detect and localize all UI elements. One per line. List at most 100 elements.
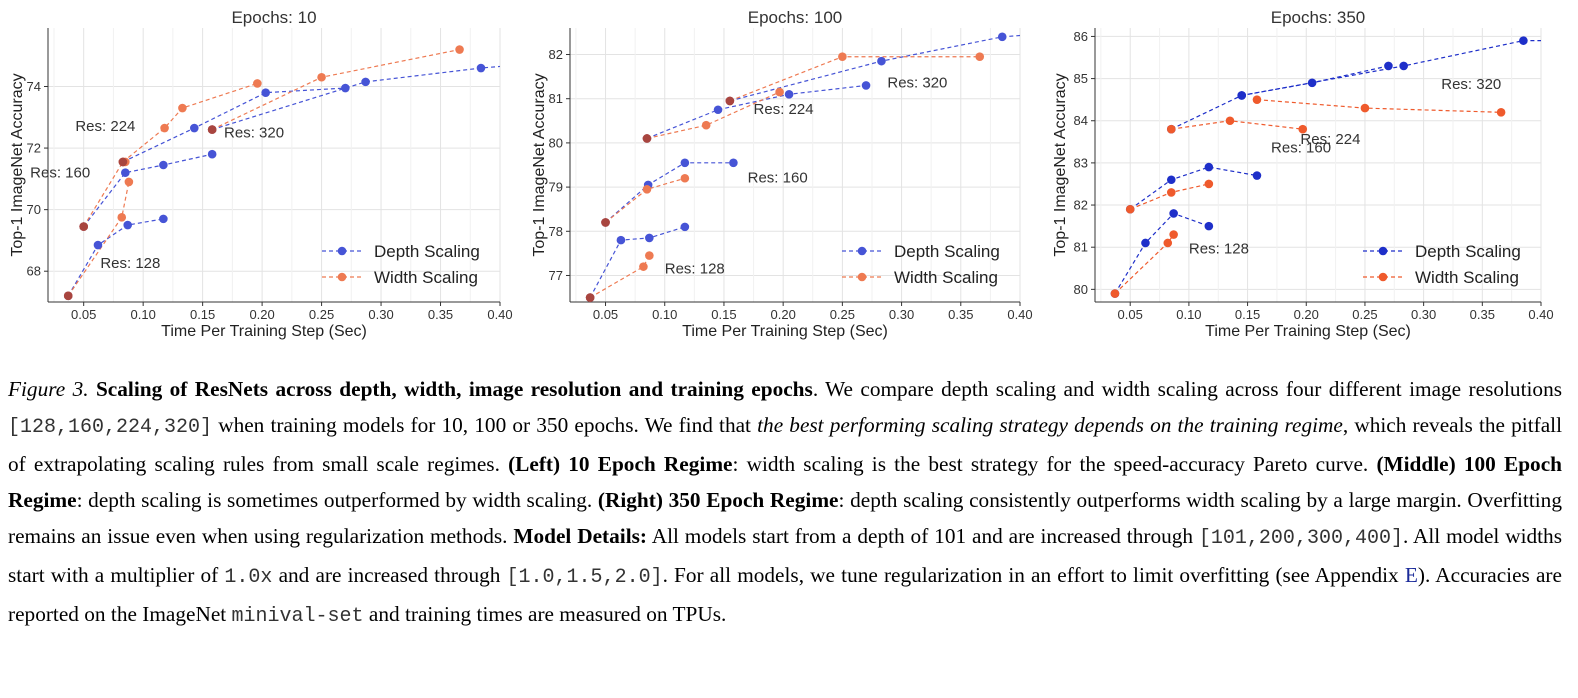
- depth-scaling-line: [1114, 212, 1210, 294]
- y-tick-label: 82: [1074, 198, 1088, 213]
- width-scaling-point: [455, 45, 464, 54]
- legend-depth-label: Depth Scaling: [374, 242, 480, 261]
- depth-scaling-point: [1169, 209, 1178, 218]
- width-scaling-point: [1225, 116, 1235, 126]
- width-list: [1.0,1.5,2.0]: [506, 566, 663, 589]
- model-details-label: Model Details:: [513, 524, 648, 548]
- width-scaling-line: [646, 91, 780, 140]
- figure-caption: Figure 3. Scaling of ResNets across dept…: [8, 371, 1562, 635]
- x-tick-label: 0.05: [593, 307, 618, 322]
- depth-scaling-line: [1129, 166, 1258, 210]
- width-scaling-point: [1169, 230, 1178, 239]
- x-tick-label: 0.15: [711, 307, 736, 322]
- x-tick-label: 0.05: [71, 307, 96, 322]
- resolution-annotation: Res: 160: [1271, 139, 1331, 156]
- width-scaling-point: [1125, 204, 1135, 214]
- x-tick-label: 0.10: [131, 307, 156, 322]
- grid: [1095, 28, 1542, 302]
- width-scaling-line: [1256, 99, 1502, 113]
- resolution-annotation: Res: 128: [1189, 241, 1249, 258]
- width-start: 1.0x: [224, 566, 273, 589]
- y-tick-label: 72: [27, 141, 41, 156]
- grid: [48, 28, 501, 302]
- y-tick-label: 81: [549, 91, 563, 106]
- depth-scaling-point: [514, 61, 520, 70]
- width-scaling-point: [701, 120, 711, 130]
- depth-scaling-point: [190, 123, 199, 133]
- width-scaling-point: [117, 213, 127, 222]
- y-tick-label: 77: [549, 268, 563, 283]
- caption-text: : width scaling is the best strategy for…: [732, 452, 1377, 476]
- depth-scaling-point: [123, 220, 132, 230]
- chart-title: Epochs: 10: [231, 8, 316, 27]
- x-tick-label: 0.10: [652, 307, 677, 322]
- depth-scaling-point: [645, 233, 654, 243]
- depth-scaling-point: [784, 89, 794, 99]
- chart-panel-middle: 0.05 0.10 0.15 0.20 0.25 0.30 0.35 0.40 77 78 79 80…: [522, 0, 1042, 350]
- y-tick-label: 68: [27, 264, 41, 279]
- legend-depth-swatch-marker: [857, 246, 867, 256]
- legend-width-label: Width Scaling: [1415, 268, 1519, 287]
- legend-width-swatch-marker: [337, 272, 347, 282]
- middle-regime-label: (Middle) 100 Epoch Regime: [8, 452, 1562, 512]
- x-tick-label: 0.40: [1528, 307, 1553, 322]
- width-scaling-point: [1166, 124, 1176, 134]
- depth-scaling-point: [261, 88, 270, 97]
- resolution-annotation: Res: 128: [100, 255, 160, 272]
- width-scaling-point: [1252, 95, 1262, 104]
- width-scaling-line: [67, 181, 130, 297]
- resolution-annotation: Res: 224: [1300, 131, 1360, 148]
- depth-scaling-point: [476, 63, 486, 73]
- resolution-annotation: Res: 320: [887, 75, 947, 92]
- x-tick-label: 0.05: [1118, 307, 1143, 322]
- depth-scaling-point: [680, 222, 690, 232]
- depth-scaling-point: [1166, 175, 1176, 185]
- x-tick-label: 0.35: [1470, 307, 1495, 322]
- depth-scaling-point: [93, 240, 103, 250]
- caption-text: : depth scaling consistently outperforms…: [8, 488, 1562, 548]
- caption-text: , which reveals the pitfall of extrapola…: [8, 413, 1562, 476]
- width-scaling-point: [1496, 108, 1506, 117]
- overlap-point: [207, 125, 217, 134]
- x-tick-label: 0.35: [428, 307, 453, 322]
- x-tick-label: 0.40: [487, 307, 512, 322]
- width-scaling-point: [1360, 103, 1370, 113]
- x-tick-label: 0.25: [1352, 307, 1377, 322]
- width-scaling-point: [253, 79, 262, 88]
- x-tick-label: 0.35: [948, 307, 973, 322]
- legend: Depth Scaling Width Scaling: [322, 242, 480, 287]
- depth-scaling-point: [729, 158, 738, 168]
- depth-list: [101,200,300,400]: [1198, 527, 1403, 550]
- appendix-link[interactable]: E: [1404, 563, 1418, 587]
- depth-scaling-point: [680, 158, 690, 168]
- depth-scaling-point: [1399, 61, 1408, 71]
- y-tick-label: 80: [1074, 282, 1088, 297]
- overlap-point: [118, 157, 128, 167]
- depth-scaling-point: [616, 235, 626, 245]
- depth-scaling-point: [341, 83, 350, 93]
- chart-svg-middle: 0.05 0.10 0.15 0.20 0.25 0.30 0.35 0.40 77 78 79 80…: [531, 8, 1037, 340]
- depth-scaling-point: [877, 56, 886, 66]
- chart-panel-left: 0.05 0.10 0.15 0.20 0.25 0.30 0.35 0.40 68 70 72 74…: [0, 0, 520, 350]
- chart-title: Epochs: 350: [1271, 8, 1366, 27]
- plot-area: [1110, 36, 1541, 298]
- y-tick-label: 82: [549, 47, 563, 62]
- depth-scaling-point: [159, 160, 168, 170]
- legend: Depth Scaling Width Scaling: [842, 242, 1000, 287]
- figure-label: Figure 3.: [8, 377, 89, 401]
- y-axis-label: Top-1 ImageNet Accuracy: [1052, 73, 1069, 256]
- caption-text: . We compare depth scaling and width sca…: [812, 377, 1562, 401]
- chart-title: Epochs: 100: [748, 8, 843, 27]
- right-regime-label: (Right) 350 Epoch Regime: [597, 488, 839, 512]
- width-scaling-point: [645, 251, 654, 260]
- width-scaling-point: [124, 177, 134, 187]
- chart-svg-right: 0.05 0.10 0.15 0.20 0.25 0.30 0.35 0.40 80 81 82 83…: [1052, 8, 1554, 340]
- x-tick-label: 0.20: [1294, 307, 1319, 322]
- depth-scaling-line: [646, 84, 867, 140]
- depth-scaling-point: [1204, 221, 1214, 231]
- width-scaling-line: [589, 255, 650, 299]
- y-axis-label: Top-1 ImageNet Accuracy: [9, 73, 26, 256]
- depth-scaling-point: [1028, 30, 1037, 39]
- x-axis-label: Time Per Training Step (Sec): [1205, 323, 1411, 340]
- depth-scaling-line: [1171, 65, 1389, 130]
